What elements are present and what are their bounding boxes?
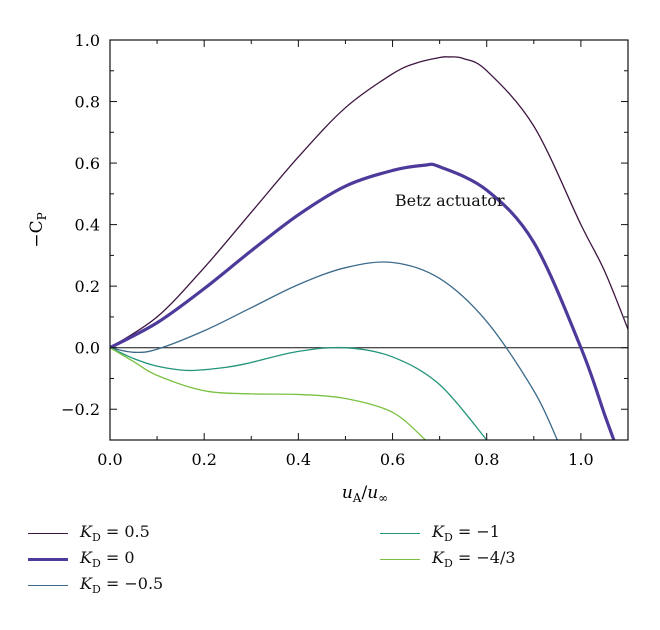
series-line-1 (110, 162, 616, 440)
betz-actuator-annotation: Betz actuator (395, 191, 505, 210)
x-axis-label: uA/u∞ (342, 483, 388, 505)
y-axis-label-text: −CP (27, 212, 49, 247)
y-tick-label: −0.2 (61, 400, 100, 419)
axis-ticks: 0.0 0.2 0.4 0.6 0.8 1.0 1.0 0.8 0.6 0.4 0.2 0.0 −0.2 (61, 31, 629, 469)
x-axis-label-text: uA/u∞ (342, 483, 388, 505)
x-tick-label: 0.6 (380, 450, 405, 469)
y-tick-label: 0.8 (75, 93, 100, 112)
y-axis-label: −CP (27, 212, 49, 247)
plot-frame (109, 39, 629, 441)
series-layer (110, 56, 628, 440)
x-tick-label: 0.2 (191, 450, 216, 469)
series-line-4 (110, 347, 426, 440)
series-line-0 (110, 56, 628, 349)
x-tick-label: 0.4 (286, 450, 311, 469)
y-tick-label: 1.0 (75, 31, 100, 50)
y-tick-label: 0.6 (75, 154, 100, 173)
x-tick-label: 1.0 (568, 450, 593, 469)
series-line-3 (110, 346, 488, 440)
x-tick-label: 0.8 (474, 450, 499, 469)
y-tick-label: 0.2 (75, 277, 100, 296)
x-tick-label: 0.0 (97, 450, 122, 469)
y-tick-label: 0.4 (75, 216, 100, 235)
series-line-2 (110, 261, 558, 440)
y-tick-label: 0.0 (75, 339, 100, 358)
